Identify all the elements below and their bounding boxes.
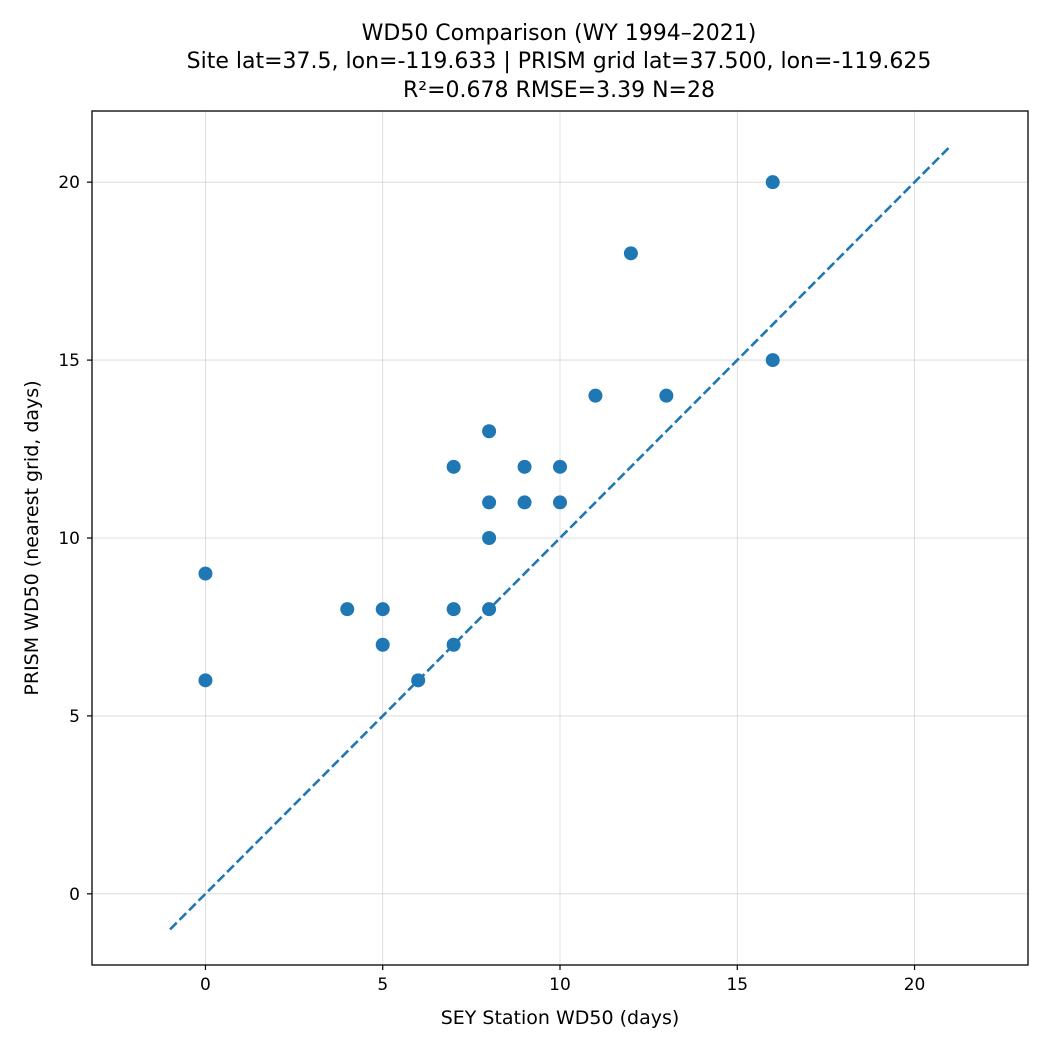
reference-line bbox=[169, 145, 951, 931]
scatter-point bbox=[482, 424, 497, 439]
x-tick-label: 0 bbox=[200, 975, 211, 995]
scatter-point bbox=[446, 602, 461, 617]
chart-title: WD50 Comparison (WY 1994–2021) Site lat=… bbox=[187, 21, 932, 103]
one-to-one-line bbox=[169, 145, 951, 931]
scatter-point bbox=[340, 602, 355, 617]
x-axis-label: SEY Station WD50 (days) bbox=[441, 1007, 680, 1029]
x-tick-label: 10 bbox=[549, 975, 571, 995]
scatter-point bbox=[553, 459, 567, 474]
scatter-point bbox=[375, 637, 390, 652]
axis-ticks: 0 5 10 15 20 0 5 10 15 20 bbox=[58, 173, 925, 995]
scatter-point bbox=[517, 495, 532, 510]
scatter-point bbox=[765, 353, 780, 368]
scatter-point bbox=[482, 531, 497, 545]
grid-lines bbox=[92, 111, 1028, 965]
scatter-point bbox=[411, 673, 426, 688]
title-line-1: WD50 Comparison (WY 1994–2021) bbox=[362, 21, 757, 46]
y-tick-label: 5 bbox=[69, 707, 80, 727]
y-tick-label: 0 bbox=[69, 885, 80, 905]
scatter-point bbox=[623, 246, 638, 261]
scatter-point bbox=[482, 495, 497, 510]
scatter-point bbox=[446, 637, 461, 652]
y-axis-label: PRISM WD50 (nearest grid, days) bbox=[21, 380, 43, 695]
scatter-point bbox=[517, 459, 532, 474]
scatter-point bbox=[588, 388, 603, 403]
scatter-point bbox=[198, 673, 213, 688]
scatter-point bbox=[446, 459, 461, 474]
x-tick-label: 5 bbox=[377, 975, 388, 995]
y-tick-label: 15 bbox=[58, 351, 80, 371]
y-tick-label: 10 bbox=[58, 529, 80, 549]
x-tick-label: 20 bbox=[904, 975, 926, 995]
scatter-point bbox=[375, 602, 390, 617]
x-tick-label: 15 bbox=[726, 975, 748, 995]
scatter-point bbox=[765, 175, 780, 190]
scatter-point bbox=[482, 602, 497, 617]
scatter-point bbox=[198, 566, 213, 581]
title-line-2: Site lat=37.5, lon=-119.633 | PRISM grid… bbox=[187, 49, 932, 74]
y-tick-label: 20 bbox=[58, 173, 80, 193]
scatter-point bbox=[553, 495, 567, 510]
data-points bbox=[198, 175, 780, 688]
title-line-3: R²=0.678 RMSE=3.39 N=28 bbox=[403, 78, 715, 103]
scatter-point bbox=[659, 388, 674, 403]
